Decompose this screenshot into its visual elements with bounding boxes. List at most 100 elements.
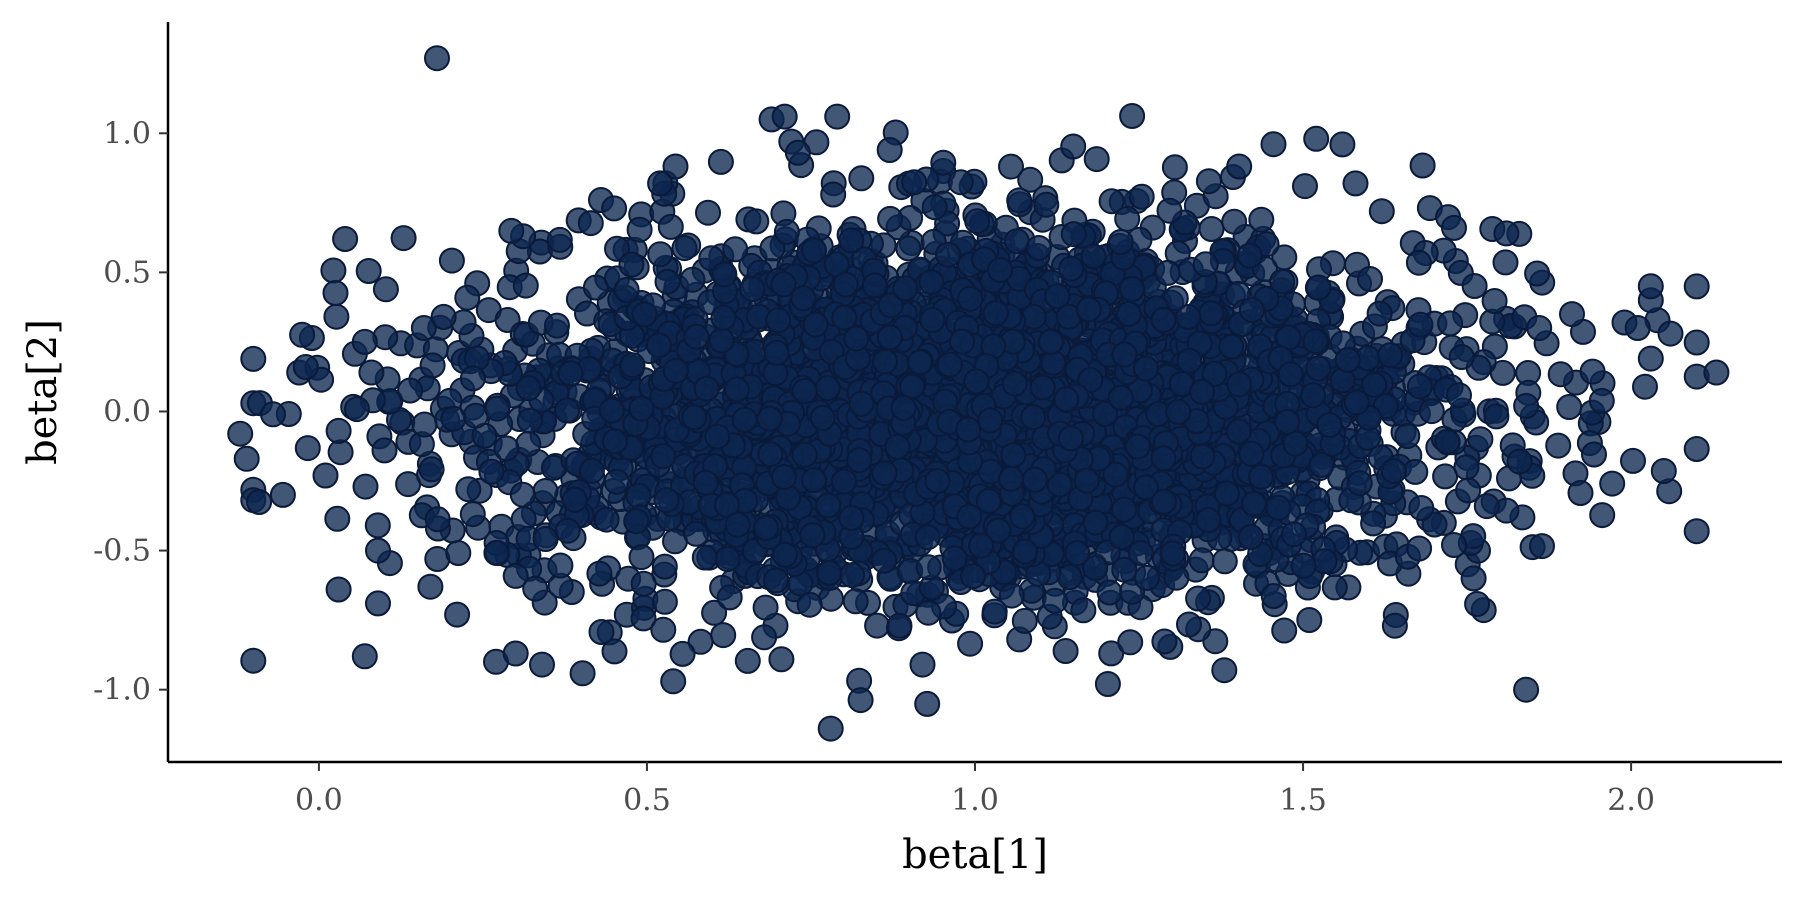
scatter-point [872, 348, 898, 375]
y-tick-label: 0.0 [103, 394, 151, 429]
scatter-point [1407, 311, 1434, 338]
scatter-point [1189, 378, 1215, 405]
scatter-point [647, 170, 674, 197]
scatter-point [240, 647, 267, 674]
scatter-point [424, 45, 450, 72]
scatter-point [586, 560, 613, 587]
scatter-point [532, 478, 559, 504]
scatter-point [1211, 657, 1238, 684]
scatter-point [710, 304, 737, 331]
scatter-point [1237, 524, 1264, 551]
scatter-point [459, 365, 486, 392]
scatter-point [411, 411, 438, 438]
scatter-point [975, 488, 1002, 515]
scatter-point [751, 624, 778, 651]
scatter-point [998, 465, 1025, 492]
scatter-point [631, 301, 658, 328]
scatter-point [577, 210, 604, 237]
scatter-point [598, 397, 625, 424]
scatter-point [588, 619, 615, 645]
scatter-point [444, 601, 471, 628]
scatter-point [1366, 300, 1393, 327]
scatter-point [1467, 426, 1494, 453]
scatter-point [1408, 495, 1435, 521]
scatter-point [327, 439, 354, 466]
scatter-point [1260, 583, 1287, 609]
scatter-point [515, 375, 542, 402]
scatter-point [757, 441, 784, 468]
scatter-point [1547, 361, 1574, 388]
y-tick-label: 1.0 [103, 116, 151, 151]
scatter-point [322, 280, 349, 306]
scatter-point [1296, 607, 1323, 633]
scatter-point [816, 559, 843, 586]
scatter-point [960, 563, 986, 590]
scatter-point [731, 406, 758, 433]
scatter-point [919, 307, 946, 333]
scatter-point [848, 390, 875, 417]
scatter-point [419, 352, 446, 379]
scatter-point [679, 266, 706, 293]
scatter-point [1493, 220, 1520, 247]
scatter-point [516, 407, 543, 434]
scatter-point [343, 396, 370, 423]
scatter-point [1303, 125, 1330, 152]
scatter-point [987, 257, 1014, 283]
scatter-point [1394, 423, 1421, 449]
scatter-point [1473, 493, 1500, 520]
scatter-point [1221, 208, 1248, 235]
scatter-point [756, 405, 783, 432]
scatter-point [1195, 168, 1222, 195]
scatter-point [1406, 535, 1433, 562]
scatter-point [1053, 386, 1080, 413]
scatter-point [871, 460, 898, 487]
scatter-point [351, 643, 378, 670]
scatter-point [601, 195, 628, 222]
scatter-point [1381, 612, 1408, 639]
scatter-point [1057, 425, 1084, 452]
scatter-point [941, 545, 968, 572]
scatter-point [601, 428, 628, 455]
scatter-point [763, 567, 789, 594]
scatter-point [1683, 329, 1710, 356]
scatter-point [1637, 273, 1664, 300]
scatter-point [630, 570, 657, 597]
scatter-point [848, 165, 875, 192]
scatter-point [1096, 579, 1123, 606]
scatter-point [1481, 288, 1508, 314]
scatter-point [1133, 355, 1159, 382]
scatter-point [515, 430, 542, 457]
scatter-point [1274, 408, 1301, 435]
scatter-point [820, 181, 847, 208]
scatter-point [1248, 463, 1274, 490]
scatter-point [1292, 173, 1318, 200]
scatter-point [924, 468, 951, 494]
scatter-point [647, 241, 674, 268]
scatter-point [1117, 629, 1144, 656]
scatter-point [791, 441, 818, 468]
scatter-point [817, 715, 844, 742]
x-tick-label: 1.0 [951, 783, 999, 818]
scatter-point [365, 537, 391, 564]
scatter-point [1011, 607, 1038, 634]
scatter-point [1188, 547, 1215, 574]
scatter-point [371, 437, 398, 464]
scatter-point [657, 213, 684, 240]
y-tick-label: 0.5 [103, 255, 151, 290]
scatter-point [1453, 454, 1480, 481]
scatter-point [1175, 304, 1202, 330]
scatter-point [890, 394, 917, 421]
scatter-point [1300, 382, 1327, 409]
scatter-point [772, 541, 799, 568]
scatter-point [1624, 315, 1651, 341]
scatter-point [964, 208, 991, 235]
scatter-point [765, 307, 792, 334]
scatter-point [1271, 617, 1298, 644]
scatter-point [838, 227, 865, 254]
scatter-point [1305, 355, 1332, 382]
scatter-point [1070, 597, 1097, 624]
scatter-point [1418, 398, 1445, 425]
scatter-point [1579, 358, 1606, 385]
scatter-point [982, 300, 1009, 327]
scatter-point [1211, 548, 1238, 575]
